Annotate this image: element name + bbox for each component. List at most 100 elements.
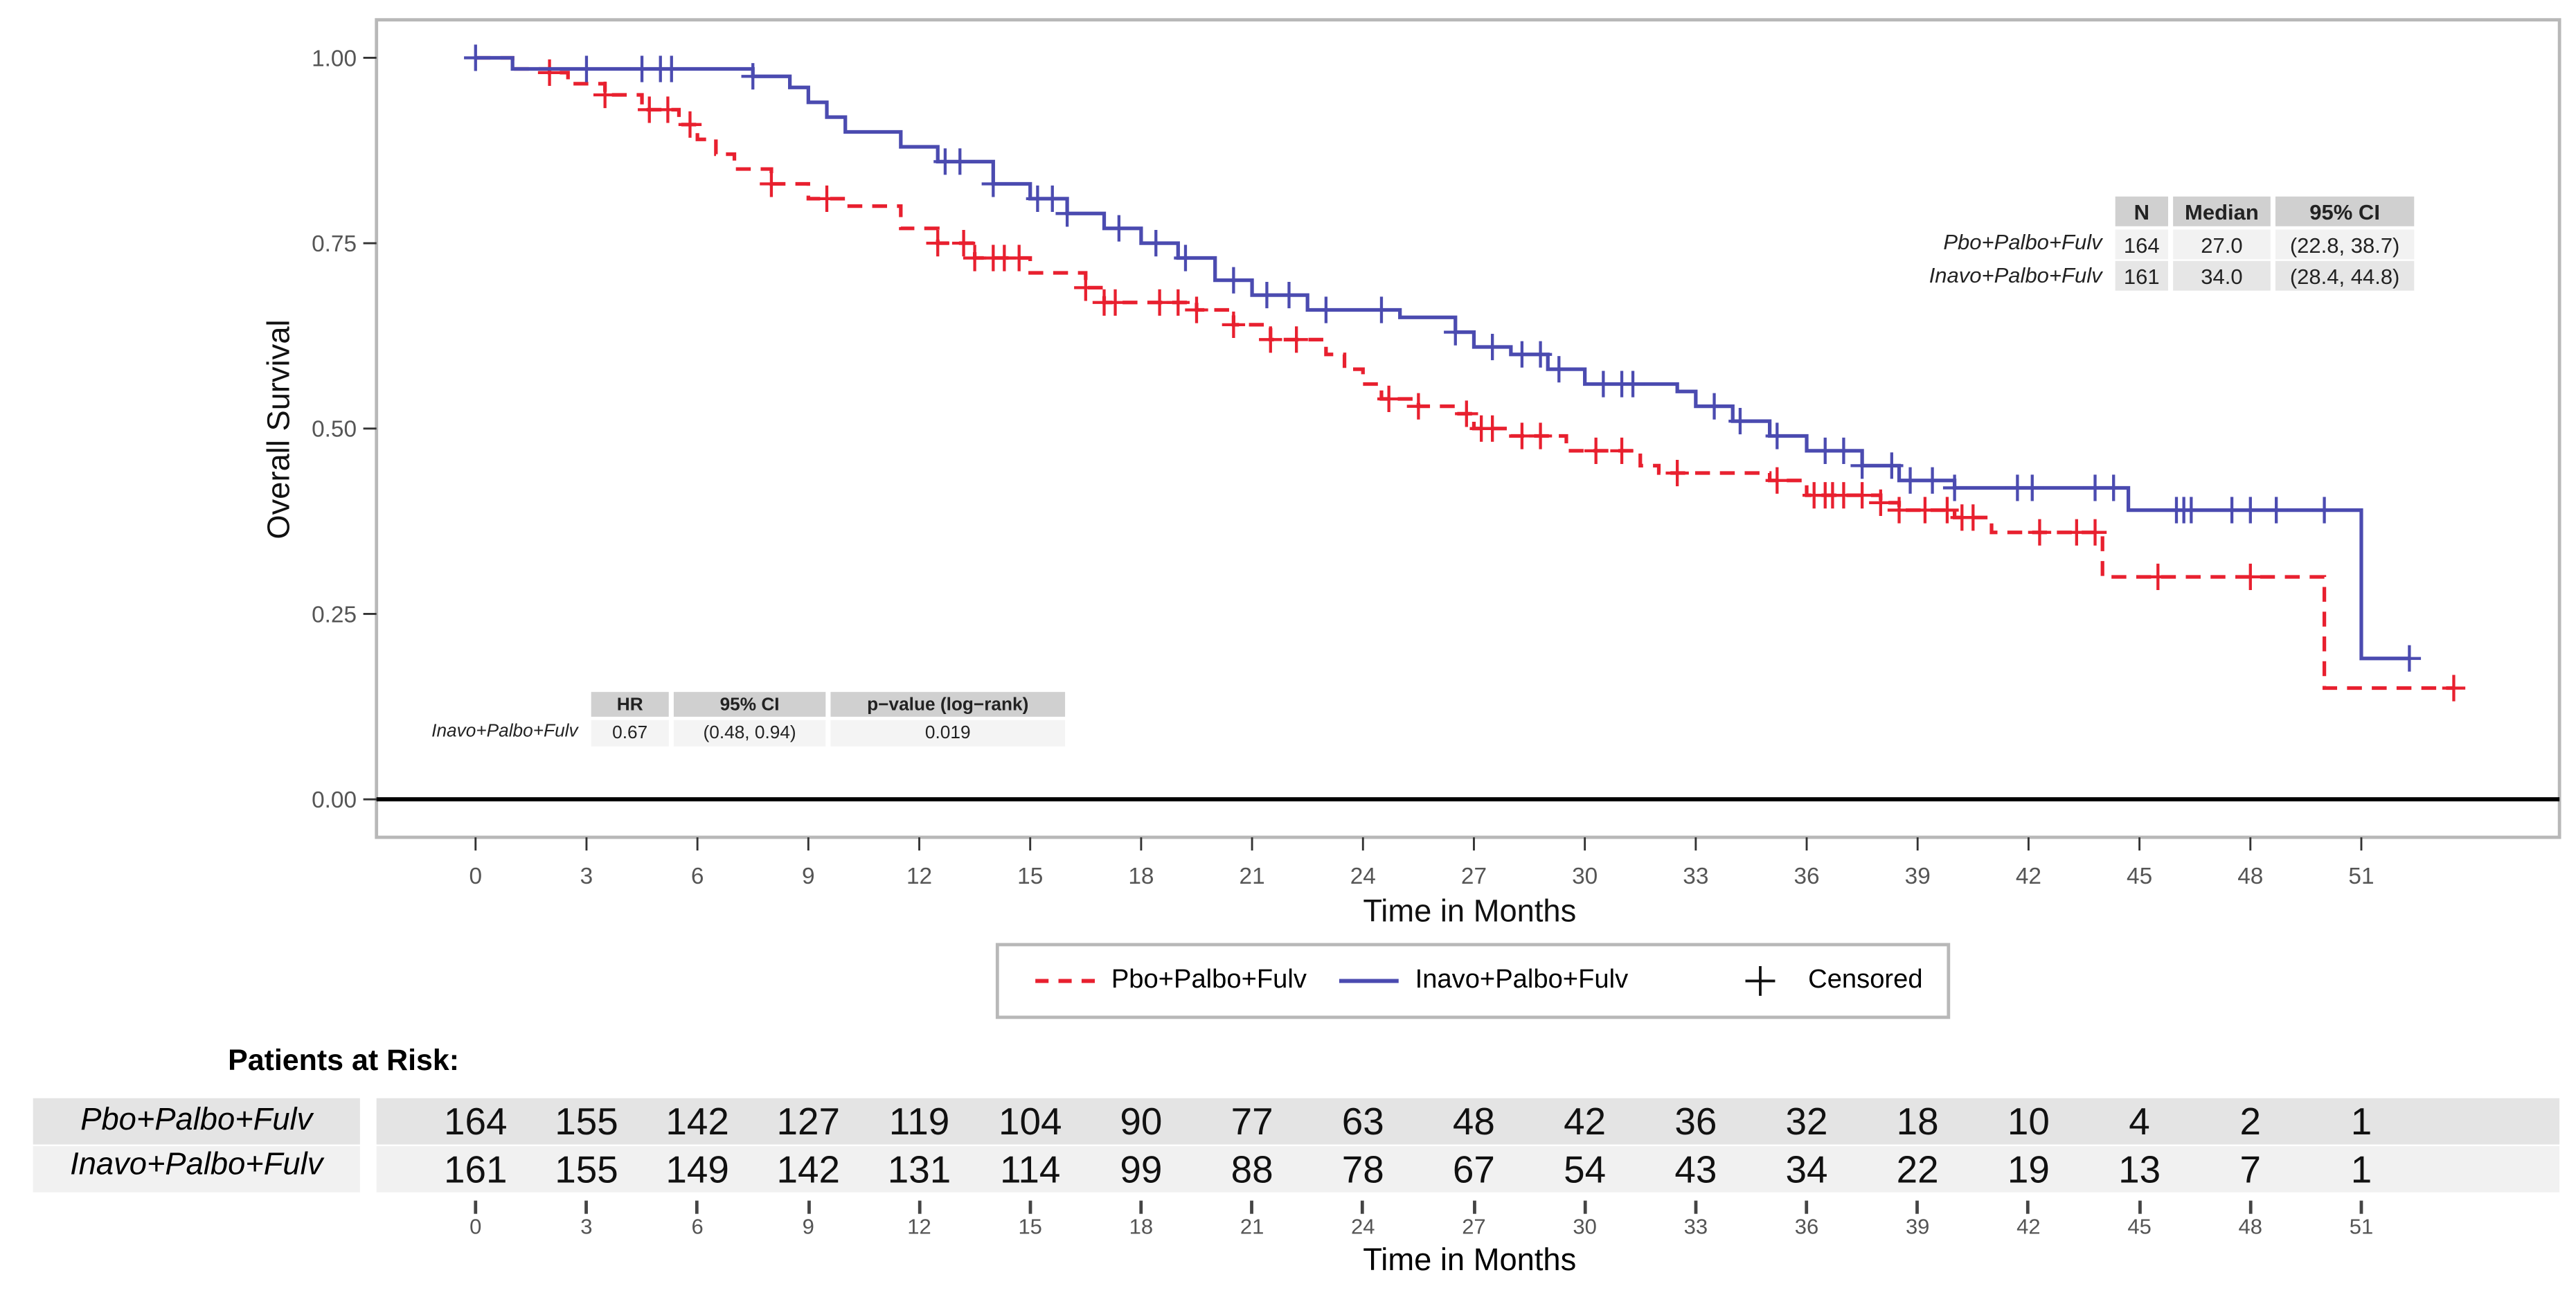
legend: Pbo+Palbo+Fulv Inavo+Palbo+Fulv Censored <box>995 943 1951 1019</box>
risk-count: 32 <box>1785 1100 1828 1143</box>
x-tick-label: 36 <box>1794 864 1819 889</box>
censor-mark <box>1277 282 1301 309</box>
censor-mark <box>1007 244 1031 271</box>
legend-solid-line-icon <box>1339 979 1399 983</box>
hr-header-p: p−value (log−rank) <box>830 692 1066 717</box>
risk-count: 78 <box>1341 1148 1384 1191</box>
median-n: 161 <box>2115 260 2168 291</box>
censor-mark <box>1481 333 1504 361</box>
km-curve-pbo <box>475 55 2454 690</box>
risk-count: 90 <box>1120 1100 1163 1143</box>
median-ci: (28.4, 44.8) <box>2275 260 2415 291</box>
x-tick-label: 24 <box>1350 864 1376 889</box>
risk-count: 88 <box>1231 1148 1273 1191</box>
censor-mark <box>1455 400 1478 427</box>
risk-x-tick-label: 9 <box>802 1213 814 1239</box>
risk-count: 155 <box>555 1148 618 1191</box>
censor-mark <box>2021 474 2044 501</box>
risk-x-tick <box>474 1200 478 1214</box>
median-table-header-n: N <box>2115 196 2168 226</box>
censor-mark <box>1103 289 1127 316</box>
risk-count: 34 <box>1785 1148 1828 1191</box>
risk-row-label-pbo: Pbo+Palbo+Fulv <box>80 1103 313 1138</box>
censor-mark <box>1702 393 1726 420</box>
risk-x-tick-label: 30 <box>1573 1213 1597 1239</box>
censor-mark <box>1920 467 1944 494</box>
risk-count: 114 <box>999 1148 1061 1191</box>
censor-mark <box>1880 452 1904 479</box>
censor-mark <box>2397 645 2422 672</box>
censor-mark <box>1765 467 1789 494</box>
censor-mark <box>1144 230 1168 257</box>
censor-mark <box>2312 497 2336 524</box>
y-axis-label: Overall Survival <box>260 319 296 539</box>
censor-mark <box>1259 326 1282 353</box>
x-tick-label: 48 <box>2237 864 2263 889</box>
risk-row-label-inavo: Inavo+Palbo+Fulv <box>70 1148 323 1183</box>
risk-count: 164 <box>444 1100 508 1143</box>
risk-count: 18 <box>1896 1100 1939 1143</box>
risk-count: 63 <box>1341 1100 1384 1143</box>
risk-count: 1 <box>2350 1148 2372 1191</box>
risk-x-tick-label: 45 <box>2127 1213 2152 1239</box>
censor-mark <box>2028 519 2052 546</box>
risk-count: 142 <box>665 1100 729 1143</box>
censor-mark <box>1869 489 1893 516</box>
censor-mark <box>1935 497 1959 524</box>
risk-count: 155 <box>555 1100 618 1143</box>
censor-mark <box>1665 459 1689 487</box>
censor-mark <box>741 63 764 90</box>
censor-mark <box>1610 437 1634 465</box>
risk-x-tick-label: 51 <box>2349 1213 2374 1239</box>
hr-header-ci: 95% CI <box>673 692 826 717</box>
km-curve-inavo <box>475 55 2410 661</box>
risk-x-tick-label: 24 <box>1351 1213 1375 1239</box>
x-tick-label: 0 <box>469 864 482 889</box>
risk-x-axis-label: Time in Months <box>1363 1243 1577 1278</box>
x-tick-label: 12 <box>906 864 932 889</box>
censor-mark <box>1377 385 1401 413</box>
censor-mark <box>1898 467 1922 494</box>
censor-mark <box>575 55 598 82</box>
risk-x-tick-label: 33 <box>1683 1213 1708 1239</box>
risk-x-tick <box>2248 1200 2253 1214</box>
risk-count: 22 <box>1896 1148 1939 1191</box>
censor-mark <box>1547 356 1571 383</box>
risk-x-tick <box>2359 1200 2363 1214</box>
x-tick-label: 30 <box>1572 864 1598 889</box>
censor-mark <box>1887 497 1911 524</box>
risk-count: 67 <box>1452 1148 1495 1191</box>
censor-mark <box>1528 341 1553 368</box>
risk-count: 54 <box>1564 1148 1607 1191</box>
censor-mark <box>1850 452 1874 479</box>
censor-mark <box>1961 504 1985 531</box>
censor-mark <box>1285 326 1308 353</box>
median-row-label: Pbo+Palbo+Fulv <box>1943 229 2102 255</box>
x-axis-label: Time in Months <box>1363 893 1576 929</box>
risk-count: 42 <box>1564 1100 1607 1143</box>
legend-item-censored: Censored <box>1808 965 1923 995</box>
censor-mark <box>464 44 488 71</box>
y-tick-label: 0.75 <box>312 231 357 257</box>
median-value: 27.0 <box>2173 229 2271 260</box>
censor-mark <box>1481 415 1504 442</box>
risk-x-tick-label: 48 <box>2238 1213 2263 1239</box>
y-tick-label: 1.00 <box>312 46 357 71</box>
hr-row-label: Inavo+Palbo+Fulv <box>431 722 578 742</box>
risk-x-tick-label: 18 <box>1129 1213 1154 1239</box>
risk-count: 149 <box>665 1148 729 1191</box>
censor-mark <box>2264 497 2288 524</box>
censor-mark <box>1444 319 1467 346</box>
censor-mark <box>537 59 562 86</box>
x-tick-label: 33 <box>1683 864 1708 889</box>
median-n: 164 <box>2115 229 2168 260</box>
risk-count: 36 <box>1674 1100 1717 1143</box>
risk-count: 131 <box>887 1148 951 1191</box>
risk-x-tick <box>1694 1200 1698 1214</box>
censor-mark <box>2146 563 2170 591</box>
risk-x-tick <box>1139 1200 1143 1214</box>
km-plot: Overall Survival Time in Months 0.00 0.25… <box>260 18 2561 929</box>
risk-x-tick-label: 0 <box>469 1213 482 1239</box>
censor-mark <box>760 170 783 197</box>
censor-mark <box>1913 497 1937 524</box>
